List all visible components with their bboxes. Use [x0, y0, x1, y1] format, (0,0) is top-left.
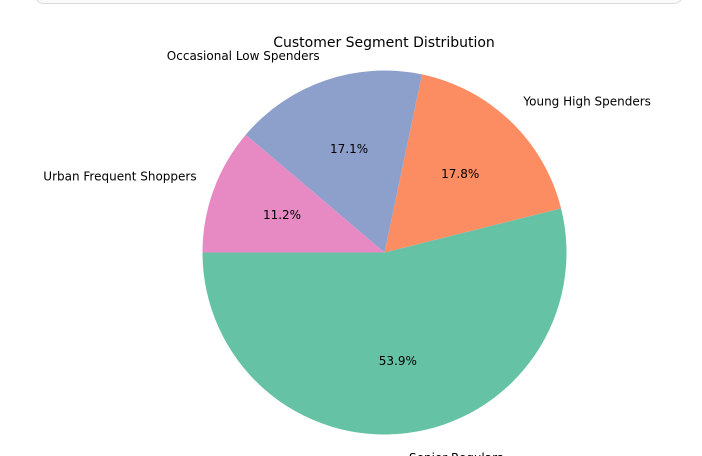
- slice-label-urban-frequent-shoppers: Urban Frequent Shoppers: [43, 170, 196, 184]
- pie-labels: 53.9% Senior Regulars 17.8% Young High Spen…: [43, 49, 651, 456]
- slice-label-young-high-spenders: Young High Spenders: [522, 94, 651, 108]
- pie-slice-senior-regulars: [202, 208, 567, 435]
- slice-percentage-young-high-spenders: 17.8%: [441, 167, 479, 181]
- pie-slice-urban-frequent-shoppers: [202, 134, 385, 253]
- slice-label-occasional-low-spenders: Occasional Low Spenders: [167, 49, 320, 63]
- pie-slice-occasional-low-spenders: [245, 70, 422, 253]
- chart-title: Customer Segment Distribution: [273, 35, 495, 51]
- slice-label-senior-regulars: Senior Regulars: [409, 451, 503, 456]
- slice-percentage-occasional-low-spenders: 17.1%: [330, 142, 368, 156]
- pie-slice-young-high-spenders: [384, 74, 562, 253]
- slice-percentage-senior-regulars: 53.9%: [379, 354, 417, 368]
- slice-percentage-urban-frequent-shoppers: 11.2%: [263, 208, 301, 222]
- pie-slices: [202, 70, 567, 435]
